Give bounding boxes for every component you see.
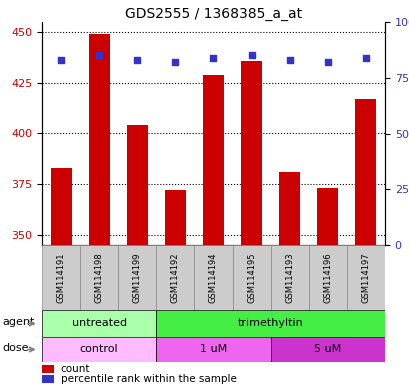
- Text: dose: dose: [2, 343, 29, 353]
- Bar: [279, 172, 299, 245]
- Text: GSM114198: GSM114198: [94, 252, 103, 303]
- Bar: [202, 75, 223, 245]
- Bar: [88, 34, 109, 245]
- Text: control: control: [80, 344, 118, 354]
- Text: GSM114195: GSM114195: [247, 252, 256, 303]
- Bar: [126, 126, 147, 245]
- Bar: [156, 245, 194, 310]
- Point: [172, 59, 178, 65]
- Text: GSM114197: GSM114197: [361, 252, 370, 303]
- Bar: [42, 375, 54, 383]
- Bar: [42, 310, 156, 337]
- Text: GSM114191: GSM114191: [56, 252, 65, 303]
- Text: 5 uM: 5 uM: [313, 344, 341, 354]
- Text: GSM114199: GSM114199: [133, 252, 142, 303]
- Point: [58, 57, 64, 63]
- Point: [324, 59, 330, 65]
- Bar: [317, 188, 337, 245]
- Point: [96, 52, 102, 58]
- Point: [248, 52, 254, 58]
- Bar: [240, 61, 261, 245]
- Bar: [156, 310, 384, 337]
- Bar: [346, 245, 384, 310]
- Bar: [270, 337, 384, 362]
- Bar: [42, 365, 54, 373]
- Text: percentile rank within the sample: percentile rank within the sample: [61, 374, 236, 384]
- Bar: [194, 245, 232, 310]
- Text: 1 uM: 1 uM: [199, 344, 227, 354]
- Text: GSM114194: GSM114194: [209, 252, 218, 303]
- Bar: [42, 245, 80, 310]
- Text: GSM114192: GSM114192: [171, 252, 180, 303]
- Text: untreated: untreated: [72, 318, 126, 328]
- Bar: [156, 337, 270, 362]
- Text: count: count: [61, 364, 90, 374]
- Text: GSM114196: GSM114196: [323, 252, 332, 303]
- Point: [134, 57, 140, 63]
- Text: GSM114193: GSM114193: [285, 252, 294, 303]
- Title: GDS2555 / 1368385_a_at: GDS2555 / 1368385_a_at: [125, 7, 301, 21]
- Bar: [355, 99, 375, 245]
- Bar: [50, 168, 71, 245]
- Bar: [118, 245, 156, 310]
- Text: trimethyltin: trimethyltin: [237, 318, 303, 328]
- Text: agent: agent: [2, 317, 34, 327]
- Point: [210, 55, 216, 61]
- Bar: [164, 190, 185, 245]
- Bar: [42, 337, 156, 362]
- Point: [362, 55, 369, 61]
- Bar: [232, 245, 270, 310]
- Point: [286, 57, 292, 63]
- Bar: [270, 245, 308, 310]
- Bar: [308, 245, 346, 310]
- Bar: [80, 245, 118, 310]
